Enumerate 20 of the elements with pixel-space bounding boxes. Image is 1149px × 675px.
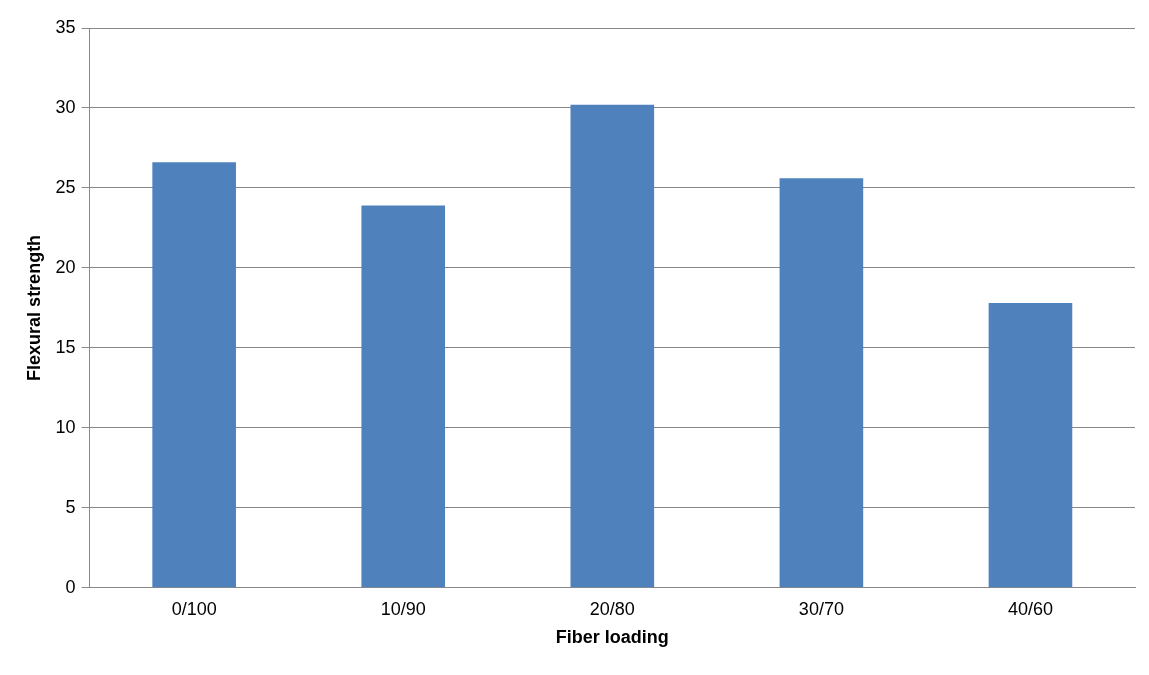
- bar: [570, 104, 655, 588]
- bar: [779, 178, 864, 588]
- y-tick-label: 0: [65, 576, 76, 597]
- y-tick-label: 5: [65, 496, 76, 517]
- x-tick-label: 30/70: [798, 598, 844, 619]
- bar: [152, 162, 236, 588]
- x-tick-label: 40/60: [1007, 598, 1053, 619]
- y-tick-label: 30: [55, 96, 76, 117]
- x-tick-label: 20/80: [589, 598, 635, 619]
- bar: [988, 303, 1073, 588]
- y-tick-label: 25: [55, 176, 76, 197]
- bar: [361, 205, 446, 588]
- y-tick-label: 15: [55, 336, 76, 357]
- x-axis-title: Fiber loading: [555, 627, 669, 648]
- x-tick-label: 10/90: [380, 598, 426, 619]
- y-axis-title: Flexural strength: [23, 234, 44, 381]
- x-tick-label: 0/100: [171, 598, 217, 619]
- y-tick-label: 20: [55, 256, 76, 277]
- y-tick-label: 35: [55, 16, 76, 37]
- y-tick-label: 10: [55, 416, 76, 437]
